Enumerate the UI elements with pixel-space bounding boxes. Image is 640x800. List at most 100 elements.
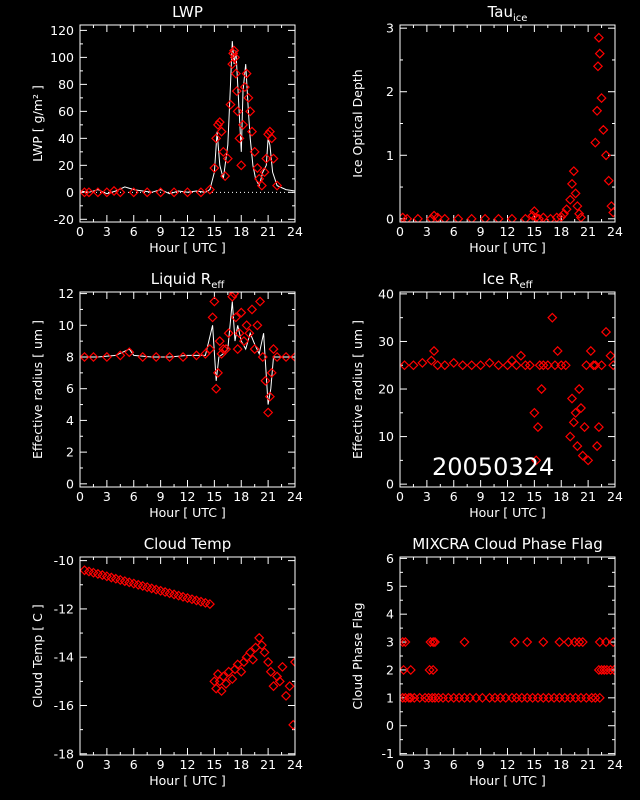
- data-point: [400, 637, 411, 648]
- y-tick-label: 1: [386, 690, 394, 705]
- data-point: [593, 422, 604, 433]
- data-point: [222, 153, 233, 164]
- data-point: [247, 654, 258, 665]
- data-point: [268, 153, 279, 164]
- panel-6: MIXCRA Cloud Phase Flag Hour [ UTC ] Cloud…: [350, 535, 623, 788]
- data-point: [568, 166, 579, 177]
- x-tick-label: 24: [287, 224, 303, 239]
- x-tick-label: 0: [396, 224, 404, 239]
- y-tick-label: -1: [382, 746, 394, 761]
- data-point: [227, 673, 238, 684]
- x-tick-label: 12: [500, 757, 516, 772]
- data-point: [453, 213, 464, 222]
- data-point: [207, 312, 218, 323]
- data-point: [596, 93, 607, 104]
- data-point: [506, 692, 518, 703]
- x-tick-label: 12: [180, 757, 196, 772]
- x-axis-label: Hour [ UTC ]: [469, 773, 546, 788]
- panel-1: LWP Hour [ UTC ] LWP [ g/m² ] 0 3 6 9 12 15 18 21 2…: [30, 3, 303, 255]
- x-tick-label: 0: [76, 757, 84, 772]
- data-point: [101, 351, 112, 363]
- y-tick-label: 1: [386, 148, 394, 163]
- data-point: [238, 336, 249, 347]
- x-axis-label: Hour [ UTC ]: [469, 505, 546, 520]
- y-tick-label: 6: [386, 551, 394, 566]
- x-tick-label: 21: [260, 224, 276, 239]
- panel-title: MIXCRA Cloud Phase Flag: [412, 535, 603, 553]
- data-point: [532, 422, 544, 433]
- y-tick-label: -12: [54, 601, 74, 616]
- data-point: [289, 351, 295, 363]
- x-tick-label: 12: [180, 224, 196, 239]
- y-tick-label: 10: [378, 429, 394, 444]
- y-tick-label: 2: [66, 445, 74, 460]
- y-tick-label: -14: [54, 650, 74, 665]
- data-point: [547, 312, 558, 323]
- data-point: [608, 637, 615, 648]
- data-point: [225, 99, 236, 110]
- y-tick-label: -16: [54, 698, 74, 713]
- x-axis-label: Hour [ UTC ]: [149, 773, 226, 788]
- data-point: [257, 351, 268, 363]
- x-tick-label: 24: [607, 224, 623, 239]
- data-point: [216, 685, 227, 697]
- y-tick-label: 2: [386, 662, 394, 677]
- data-point: [204, 344, 215, 355]
- x-tick-label: 12: [500, 489, 516, 504]
- data-point: [566, 393, 578, 404]
- data-point: [272, 351, 283, 363]
- x-tick-label: 21: [580, 757, 596, 772]
- y-tick-label: 60: [58, 104, 74, 119]
- data-point: [600, 150, 612, 161]
- y-tick-label: 12: [58, 286, 74, 301]
- data-point: [239, 82, 250, 93]
- data-point: [574, 208, 585, 219]
- data-point: [263, 407, 274, 418]
- data-point: [585, 345, 596, 357]
- x-tick-label: 21: [580, 224, 596, 239]
- panel-title: Cloud Temp: [144, 535, 232, 553]
- x-tick-label: 18: [233, 489, 249, 504]
- x-tick-label: 6: [130, 224, 138, 239]
- data-point: [439, 360, 450, 371]
- x-tick-label: 15: [526, 757, 542, 772]
- x-tick-label: 18: [553, 224, 569, 239]
- y-tick-label: 8: [66, 350, 74, 365]
- data-point: [400, 637, 408, 648]
- data-point: [227, 59, 238, 70]
- x-axis-label: Hour [ UTC ]: [149, 505, 226, 520]
- x-tick-label: 9: [157, 757, 165, 772]
- y-tick-label: 20: [58, 158, 74, 173]
- data-point: [256, 180, 267, 191]
- y-tick-label: 0: [386, 477, 394, 492]
- data-point: [605, 664, 615, 675]
- data-point: [268, 681, 279, 692]
- data-point: [433, 692, 444, 703]
- data-point: [212, 119, 224, 130]
- data-point: [480, 213, 491, 222]
- data-point: [218, 671, 229, 682]
- data-point: [533, 213, 544, 222]
- data-point: [420, 692, 431, 703]
- data-point: [515, 350, 526, 361]
- x-tick-label: 6: [130, 489, 138, 504]
- data-point: [466, 213, 477, 222]
- x-tick-label: 15: [206, 489, 222, 504]
- data-point: [594, 48, 605, 59]
- data-point: [493, 213, 504, 222]
- data-point: [577, 450, 588, 461]
- data-point: [256, 640, 267, 651]
- data-point: [592, 105, 603, 116]
- data-point: [164, 351, 175, 363]
- data-point: [124, 347, 135, 358]
- y-tick-label: 4: [386, 607, 394, 622]
- data-point: [246, 126, 258, 137]
- data-point: [554, 637, 565, 648]
- data-point: [237, 119, 249, 130]
- data-point: [191, 350, 202, 361]
- data-point: [254, 173, 265, 184]
- y-tick-label: 10: [58, 318, 74, 333]
- data-point: [572, 201, 583, 212]
